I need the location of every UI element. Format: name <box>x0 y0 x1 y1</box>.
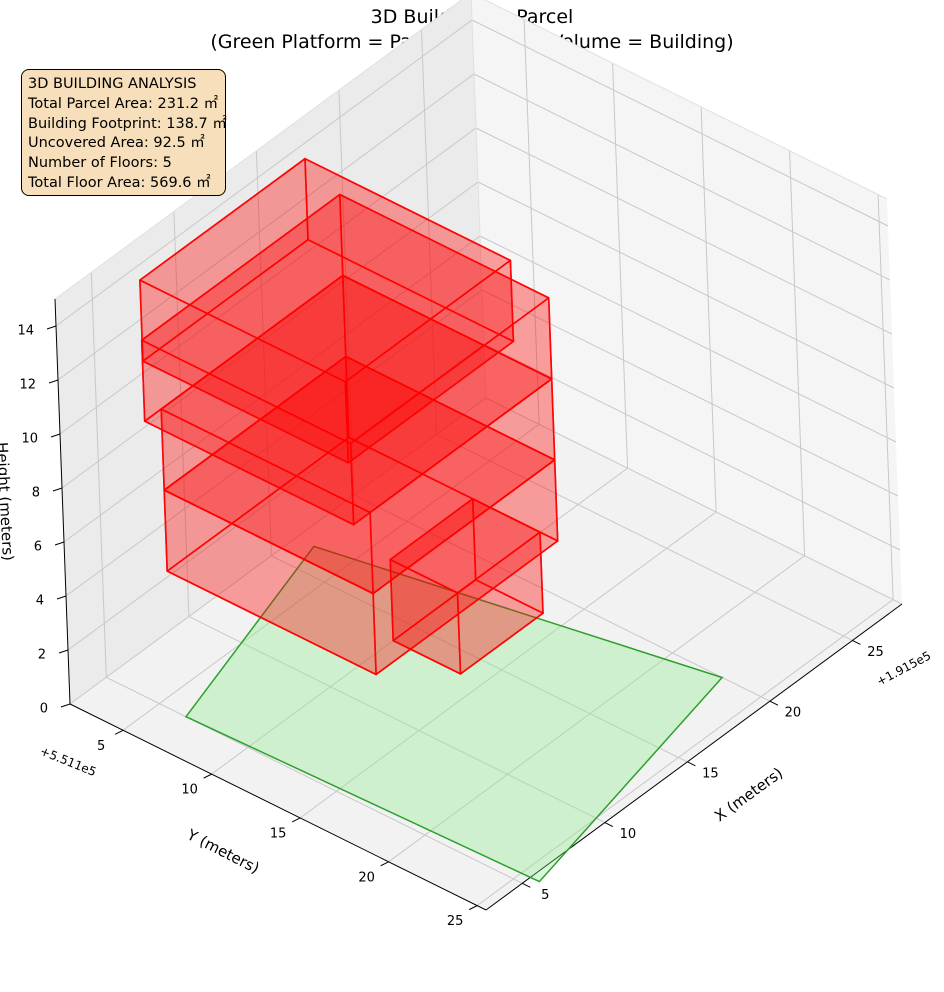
z-tick-label: 0 <box>40 702 48 717</box>
floor-pane <box>70 398 902 910</box>
y-tick-label: 15 <box>270 826 287 841</box>
grid-lines <box>54 0 903 907</box>
axis-lines <box>46 298 903 911</box>
z-axis-line <box>54 298 71 705</box>
pane-corner-edge <box>470 0 487 399</box>
y-tick <box>114 729 124 735</box>
z-tick <box>50 433 61 438</box>
z-tick-label: 10 <box>21 432 38 447</box>
z-axis-label: Height (meters) <box>0 442 17 562</box>
floor-face <box>139 157 512 383</box>
z-tick <box>60 703 71 708</box>
z-tick <box>56 595 67 600</box>
z-tick-label: 8 <box>32 486 40 501</box>
z-tick-label: 6 <box>34 540 42 555</box>
y-tick-label: 25 <box>447 914 464 929</box>
analysis-info-box: 3D BUILDING ANALYSIS Total Parcel Area: … <box>21 69 227 196</box>
x-tick <box>522 882 531 888</box>
z-tick-label: 14 <box>17 324 34 339</box>
floor-1 <box>389 497 544 675</box>
info-number-of-floors: Number of Floors: 5 <box>28 155 172 172</box>
z-tick-label: 2 <box>38 648 46 663</box>
y-tick <box>380 861 389 867</box>
x-tick-label: 5 <box>541 888 549 903</box>
z-tick-label: 12 <box>19 378 36 393</box>
x-tick <box>852 639 861 645</box>
info-parcel-area: Total Parcel Area: 231.2 ㎡ <box>28 95 219 112</box>
x-tick-label: 15 <box>702 766 719 781</box>
info-heading: 3D BUILDING ANALYSIS <box>28 76 197 92</box>
z-tick <box>48 379 59 384</box>
x-tick-label: 20 <box>785 706 802 721</box>
back-left-pane <box>55 0 486 704</box>
parcel-polygon <box>184 545 724 883</box>
z-tick <box>58 649 69 654</box>
y-tick <box>203 773 212 779</box>
x-tick-label: 10 <box>620 827 637 842</box>
axis-panes <box>55 0 902 910</box>
y-axis-label: Y (meters) <box>183 825 262 877</box>
back-right-pane <box>471 0 902 604</box>
y-tick-label: 5 <box>97 739 105 754</box>
z-tick <box>52 487 63 492</box>
x-axis-line <box>485 603 903 911</box>
y-axis-line <box>69 703 487 911</box>
parcel-platform <box>184 545 724 883</box>
x-tick-label: 25 <box>867 645 884 660</box>
y-tick <box>468 905 478 911</box>
info-total-floor-area: Total Floor Area: 569.6 ㎡ <box>28 174 211 191</box>
x-tick <box>604 822 614 828</box>
z-tick-label: 4 <box>36 594 44 609</box>
z-tick <box>54 541 65 546</box>
y-tick-label: 20 <box>358 870 375 885</box>
x-axis-label: X (meters) <box>711 764 786 825</box>
x-tick <box>687 761 696 767</box>
floor-face <box>140 193 550 445</box>
info-uncovered-area: Uncovered Area: 92.5 ㎡ <box>28 135 205 152</box>
building-volume <box>139 157 559 676</box>
info-building-footprint: Building Footprint: 138.7 ㎡ <box>28 115 227 132</box>
y-tick-label: 10 <box>181 783 198 798</box>
floor-2 <box>163 355 559 676</box>
y-offset-label: +5.511e5 <box>38 744 98 779</box>
pane-top-edge <box>54 0 888 300</box>
x-tick <box>769 700 779 706</box>
floor-3 <box>160 274 556 595</box>
floor-5 <box>139 157 515 464</box>
z-tick <box>46 325 57 330</box>
y-tick <box>291 817 301 823</box>
